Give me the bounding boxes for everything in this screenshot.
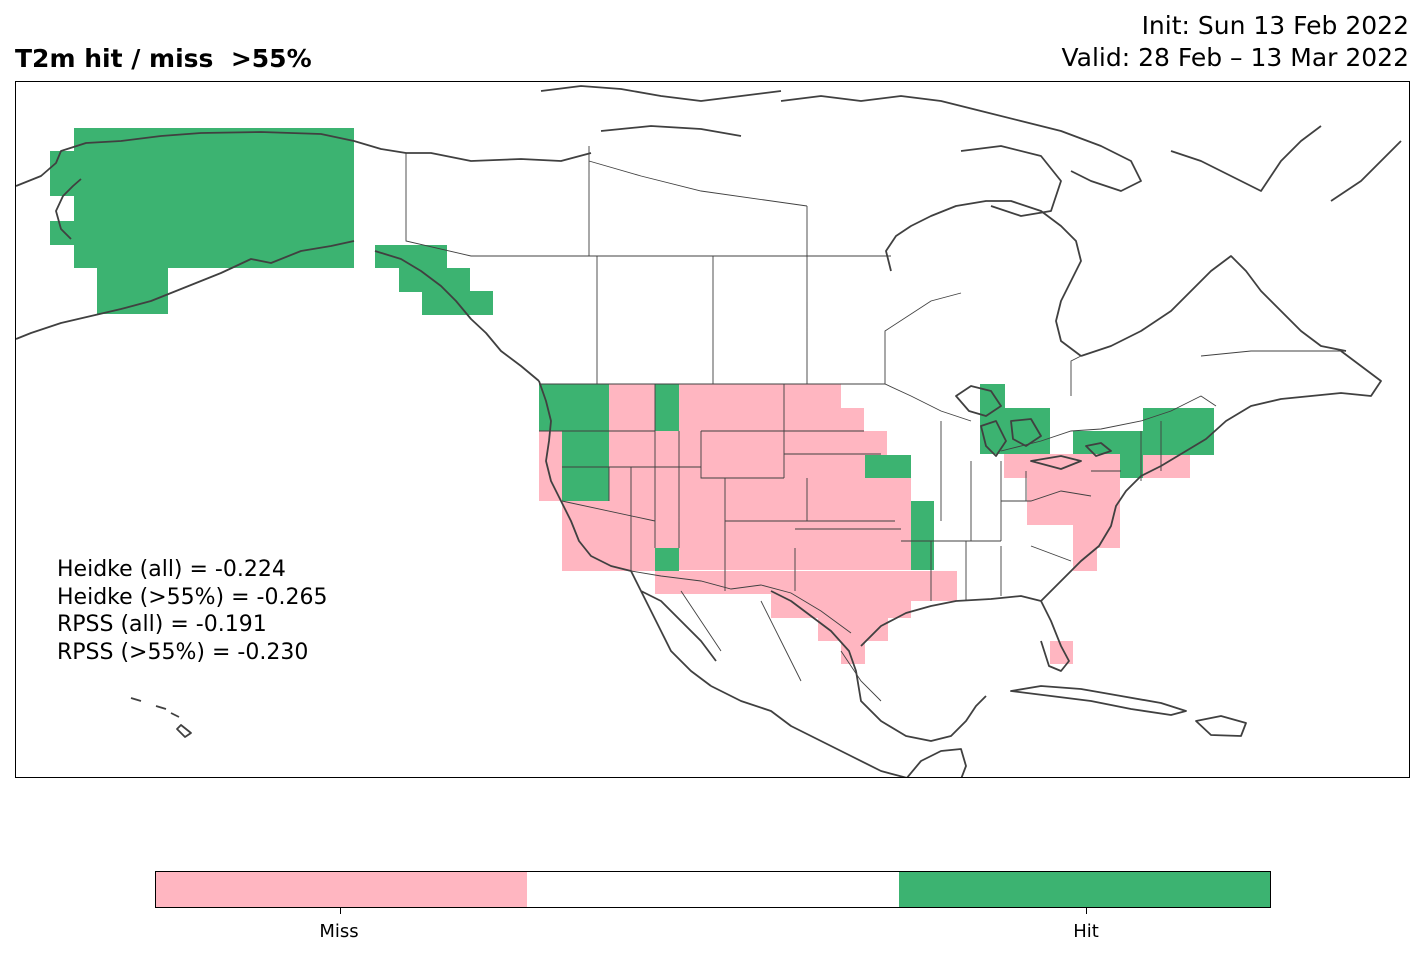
- hit-cell-oregon: [562, 431, 609, 501]
- date-info: Init: Sun 13 Feb 2022 Valid: 28 Feb – 13…: [1061, 10, 1409, 74]
- central-america: [906, 748, 967, 777]
- miss-cell-border: [655, 571, 911, 594]
- hispaniola: [1195, 715, 1247, 737]
- miss-cell-ks: [864, 431, 887, 455]
- hit-cells: [50, 128, 1214, 571]
- hit-cell-alaska-south: [97, 268, 168, 314]
- hit-cell-nebraska: [864, 455, 911, 478]
- valid-period: Valid: 28 Feb – 13 Mar 2022: [1061, 43, 1409, 72]
- init-date: Init: Sun 13 Feb 2022: [1141, 11, 1409, 40]
- us-mexico-border: [630, 570, 852, 634]
- hit-cell-maine: [1143, 408, 1214, 455]
- colorbar-tick-hit: [1086, 908, 1087, 914]
- alaska-coast: [16, 131, 592, 340]
- colorbar-miss-segment: [156, 872, 528, 907]
- colorbar-label-hit: Hit: [1073, 921, 1099, 942]
- heidke-all-score: Heidke (all) = -0.224: [57, 557, 286, 582]
- score-panel: Heidke (all) = -0.224 Heidke (>55%) = -0…: [57, 556, 327, 666]
- hit-cell-arizona: [655, 548, 679, 571]
- borders: [405, 146, 1346, 702]
- miss-cell-ohio: [1004, 454, 1120, 478]
- hawaii: [130, 697, 192, 738]
- miss-cell-mid-atlantic: [1073, 501, 1120, 548]
- labrador: [1080, 255, 1347, 357]
- miss-cell-california: [562, 501, 655, 571]
- miss-cell-west: [539, 431, 562, 501]
- hit-cell-panhandle: [375, 245, 447, 268]
- hit-cell-michigan: [980, 384, 1005, 408]
- cuba: [1010, 685, 1187, 716]
- hit-cell-alaska: [74, 128, 354, 268]
- hit-cell-alaska-west2: [50, 221, 74, 245]
- map-canvas: [16, 85, 1402, 777]
- miss-cell-central: [655, 431, 865, 548]
- hudson-bay: [885, 200, 1082, 357]
- miss-cell-idaho: [609, 384, 655, 501]
- gulf-coast: [710, 590, 1070, 777]
- map-panel: [15, 81, 1410, 778]
- miss-cells: [539, 384, 1190, 664]
- miss-cell-texas3: [841, 641, 865, 664]
- rpss-55-score: RPSS (>55%) = -0.230: [57, 639, 309, 665]
- miss-cell-mn: [841, 408, 864, 431]
- miss-cell-texas: [771, 594, 911, 618]
- colorbar-neutral-segment: [527, 872, 899, 907]
- west-coast: [538, 380, 717, 687]
- rpss-all-score: RPSS (all) = -0.191: [57, 612, 267, 637]
- hit-cell-montana: [655, 384, 679, 431]
- hit-cell-washington: [539, 384, 609, 431]
- us-states: [539, 384, 1162, 601]
- hit-cell-missouri: [911, 501, 934, 570]
- heidke-55-score: Heidke (>55%) = -0.265: [57, 584, 328, 610]
- east-coast: [1040, 350, 1382, 602]
- arctic-islands: [540, 85, 1402, 217]
- great-lakes: [955, 385, 1112, 470]
- mexico-states: [680, 590, 882, 702]
- miss-cell-la: [911, 571, 957, 601]
- colorbar-label-miss: Miss: [319, 921, 359, 942]
- colorbar: [155, 871, 1271, 908]
- colorbar-hit-segment: [898, 872, 1270, 907]
- coastlines: [16, 85, 1402, 777]
- miss-cell-northern-plains: [679, 384, 841, 431]
- colorbar-tick-miss: [340, 908, 341, 914]
- canada-provinces: [405, 146, 1346, 396]
- map-title: T2m hit / miss >55%: [15, 44, 312, 73]
- bc-coast: [374, 250, 540, 382]
- miss-cell-nj: [1143, 455, 1190, 478]
